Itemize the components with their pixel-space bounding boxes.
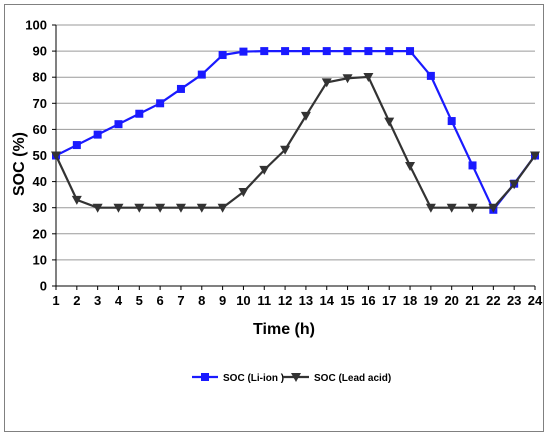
point-marker — [259, 165, 270, 175]
gridlines — [56, 24, 535, 261]
x-tick-label: 15 — [340, 293, 354, 308]
y-tick-label: 20 — [33, 226, 47, 241]
x-tick-label: 18 — [403, 293, 417, 308]
legend-item: SOC (Li-ion ) — [192, 373, 284, 384]
y-tick-label: 0 — [40, 279, 47, 294]
point-marker — [113, 203, 124, 213]
point-marker — [114, 120, 123, 129]
axes — [52, 24, 536, 290]
x-tick-label: 11 — [257, 293, 271, 308]
series-group — [51, 47, 540, 214]
x-tick-label: 22 — [486, 293, 500, 308]
point-marker — [425, 203, 436, 213]
point-marker — [342, 74, 353, 84]
point-marker — [156, 99, 165, 108]
point-marker — [217, 203, 228, 213]
x-tick-label: 1 — [52, 293, 59, 308]
x-tick-label: 17 — [382, 293, 396, 308]
point-marker — [201, 373, 209, 381]
x-tick-label: 5 — [136, 293, 143, 308]
point-marker — [468, 161, 477, 170]
x-tick-label: 4 — [115, 293, 123, 308]
y-tick-label: 50 — [33, 148, 47, 163]
x-tick-label: 10 — [236, 293, 250, 308]
series-line — [55, 75, 536, 209]
point-marker — [71, 195, 82, 205]
point-marker — [260, 47, 269, 56]
point-marker — [301, 47, 310, 56]
x-tick-label: 23 — [507, 293, 521, 308]
x-tick-labels: 1 2 3 4 5 6 7 8 9 10 11 12 13 14 15 16 17 18 19 20 21 22 23 24 — [52, 293, 543, 308]
point-marker — [239, 47, 248, 56]
point-marker — [467, 203, 478, 213]
y-tick-label: 10 — [33, 252, 47, 267]
x-tick-label: 2 — [73, 293, 80, 308]
point-marker — [176, 84, 185, 93]
point-marker — [155, 203, 166, 213]
y-tick-label: 60 — [33, 122, 47, 137]
point-marker — [300, 111, 311, 121]
x-tick-label: 8 — [198, 293, 205, 308]
point-marker — [426, 71, 435, 80]
point-marker — [280, 145, 291, 155]
point-marker — [197, 70, 206, 79]
y-axis-title: SOC (%) — [11, 132, 28, 196]
point-marker — [321, 78, 332, 88]
point-marker — [447, 117, 456, 126]
y-tick-label: 80 — [33, 70, 47, 85]
point-marker — [385, 47, 394, 56]
x-tick-label: 16 — [361, 293, 375, 308]
point-marker — [406, 47, 415, 56]
point-marker — [51, 151, 61, 161]
point-marker — [322, 47, 331, 56]
legend-label: SOC (Lead acid) — [314, 373, 391, 384]
point-marker — [343, 47, 352, 56]
x-tick-label: 7 — [177, 293, 184, 308]
series-2 — [51, 72, 540, 213]
point-marker — [175, 203, 186, 213]
point-marker — [281, 47, 290, 56]
point-marker — [93, 130, 102, 139]
point-marker — [509, 180, 520, 190]
point-marker — [135, 109, 144, 118]
point-marker — [364, 47, 373, 56]
point-marker — [238, 188, 249, 198]
y-tick-label: 70 — [33, 96, 47, 111]
y-tick-labels: 0 10 20 30 40 50 60 70 80 90 100 — [25, 18, 47, 294]
point-marker — [92, 203, 103, 213]
point-marker — [291, 373, 301, 382]
x-tick-label: 13 — [299, 293, 313, 308]
point-marker — [72, 141, 81, 150]
point-marker — [488, 203, 499, 213]
x-tick-label: 14 — [320, 293, 335, 308]
y-tick-label: 90 — [33, 44, 47, 59]
point-marker — [196, 203, 207, 213]
x-tick-label: 12 — [278, 293, 292, 308]
point-marker — [384, 117, 395, 127]
x-axis-title: Time (h) — [253, 321, 315, 338]
y-tick-label: 40 — [33, 174, 47, 189]
legend-item: SOC (Lead acid) — [283, 373, 391, 384]
point-marker — [218, 51, 227, 60]
chart-frame — [4, 4, 544, 432]
x-tick-label: 19 — [424, 293, 438, 308]
x-tick-label: 21 — [465, 293, 479, 308]
series-1 — [52, 47, 539, 214]
x-tick-label: 24 — [528, 293, 543, 308]
series-line — [55, 49, 536, 211]
x-tick-label: 3 — [94, 293, 101, 308]
legend-label: SOC (Li-ion ) — [223, 373, 284, 384]
point-marker — [446, 203, 457, 213]
point-marker — [530, 151, 540, 161]
y-tick-label: 30 — [33, 200, 47, 215]
y-tick-label: 100 — [25, 18, 47, 33]
x-tick-label: 20 — [444, 293, 458, 308]
point-marker — [363, 72, 374, 82]
legend: SOC (Li-ion ) SOC (Lead acid) — [192, 373, 391, 384]
point-marker — [134, 203, 145, 213]
point-marker — [405, 161, 416, 171]
x-tick-label: 6 — [157, 293, 164, 308]
x-tick-label: 9 — [219, 293, 226, 308]
